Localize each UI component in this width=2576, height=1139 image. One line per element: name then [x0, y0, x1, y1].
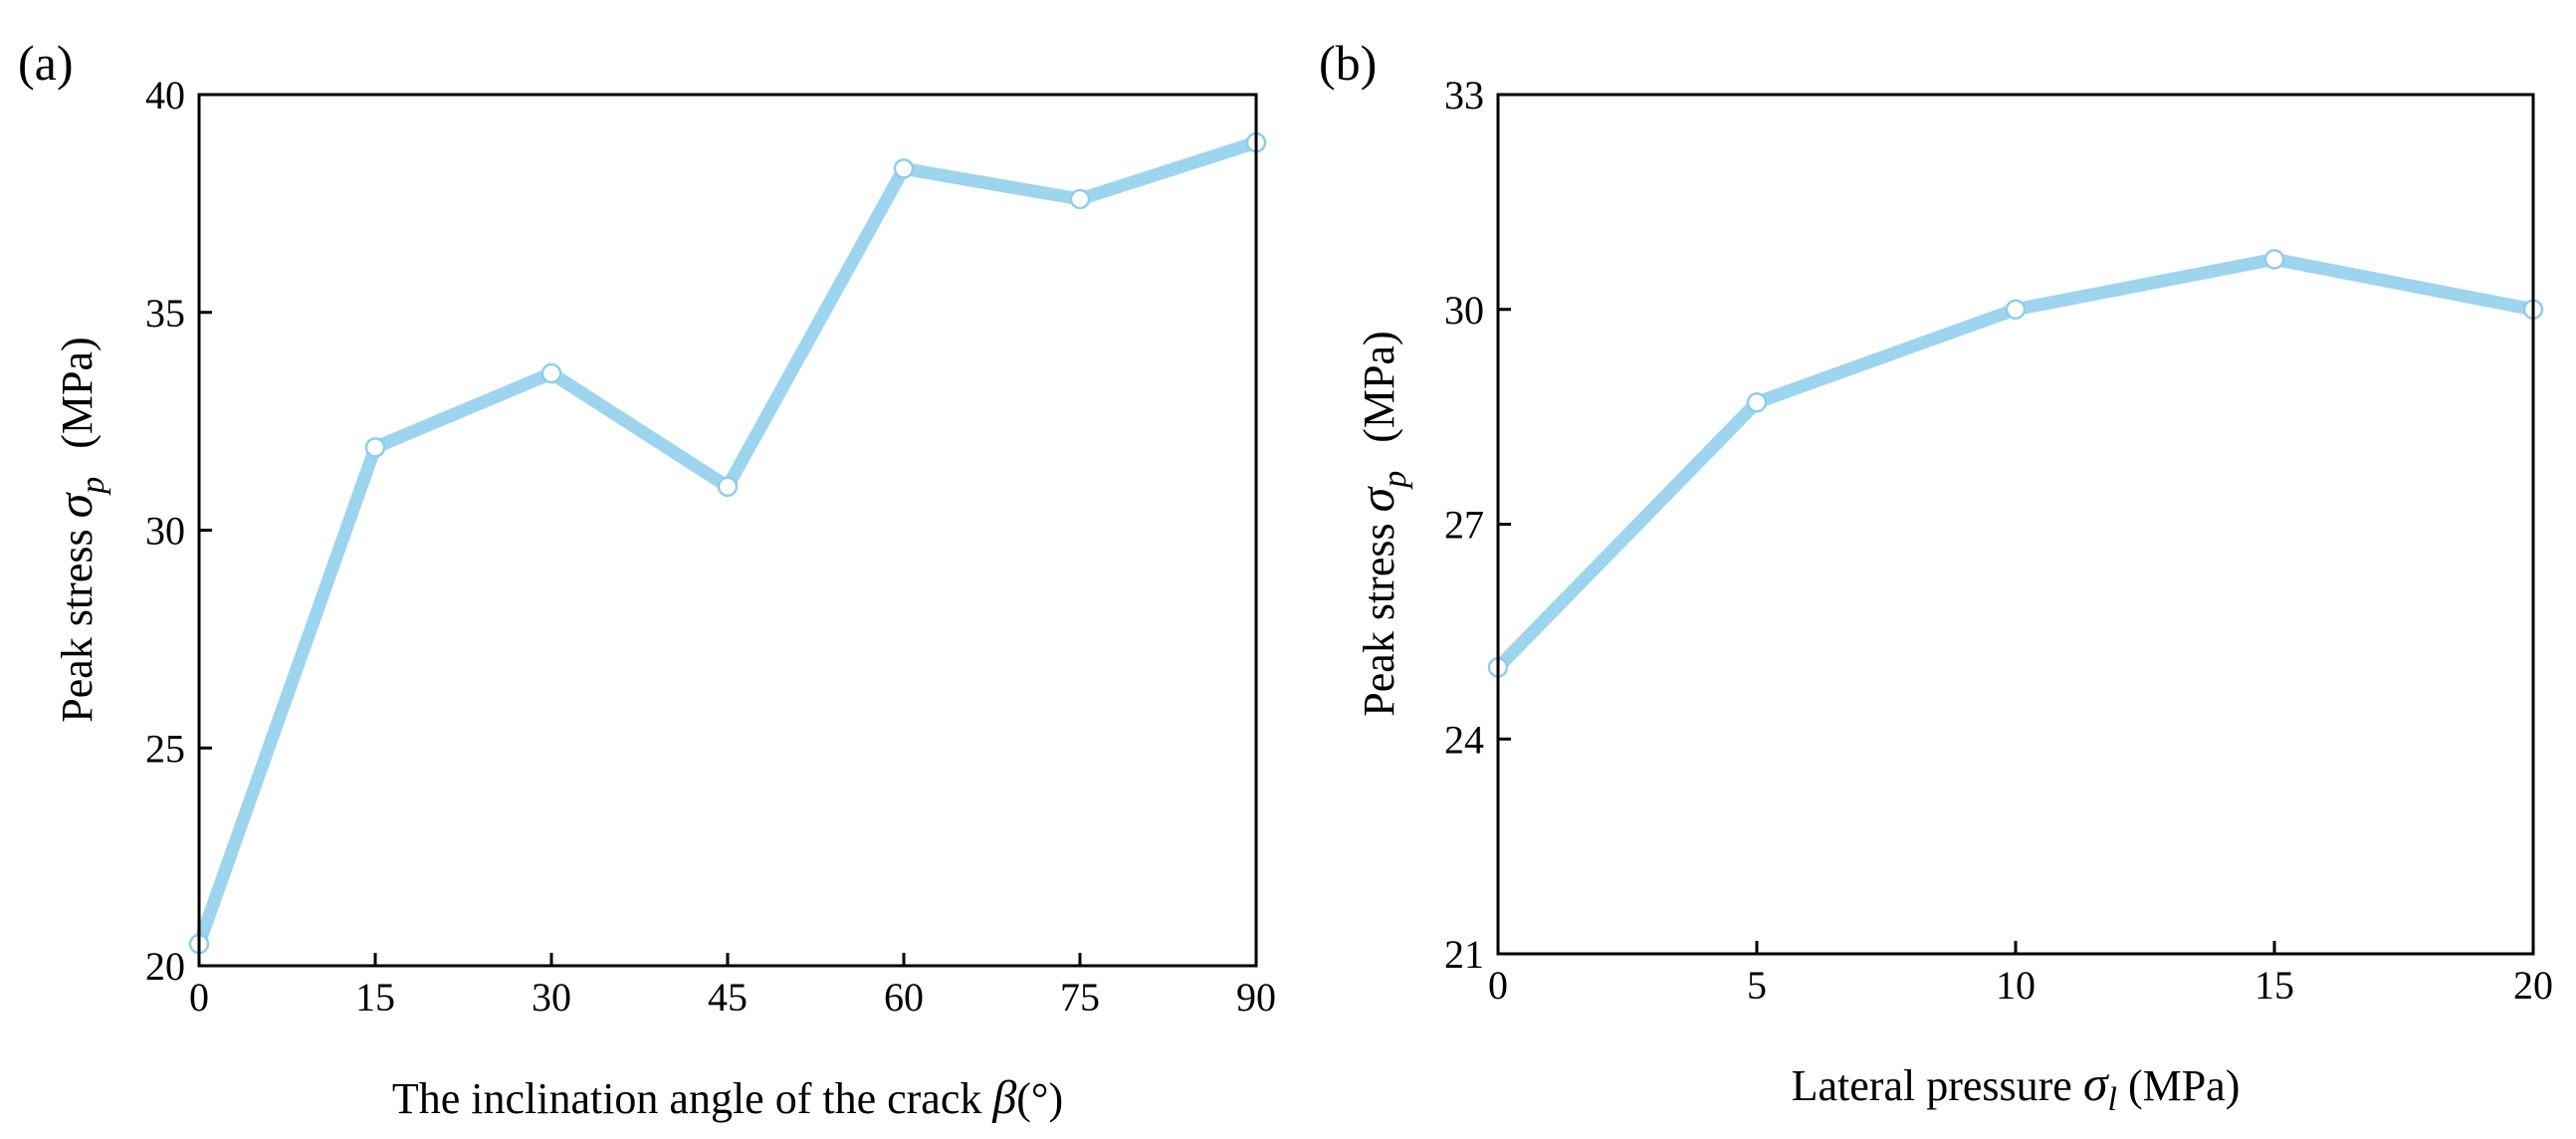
y-axis-subscript-a: p: [75, 477, 111, 496]
y-tick-label-b-4: 33: [1444, 73, 1484, 117]
series-b: [1487, 249, 2544, 678]
x-axis-unit-b: (MPa): [2117, 1061, 2240, 1110]
y-axis-subscript-b: p: [1377, 471, 1413, 490]
x-axis-unit-a: (°): [1016, 1074, 1063, 1123]
y-tick-label-b-3: 30: [1444, 288, 1484, 333]
x-tick-label-a-0: 0: [189, 975, 209, 1020]
data-point-a-3: [717, 476, 739, 497]
data-point-a-2: [540, 362, 562, 384]
y-axis-label-text-b: Peak stress: [1355, 512, 1403, 716]
x-tick-label-a-4: 60: [884, 975, 924, 1020]
panel-label-b: (b): [1319, 35, 1377, 91]
tick-labels-b: 0 5 10 15 20 21 24 27 30 33: [1444, 73, 2553, 1008]
x-axis-subscript-b: l: [2107, 1081, 2116, 1118]
y-tick-label-a-1: 25: [145, 726, 185, 771]
x-tick-label-b-1: 5: [1747, 963, 1767, 1008]
data-point-a-4: [893, 158, 915, 179]
x-axis-symbol-a: β: [991, 1071, 1016, 1124]
ticks-a: [197, 93, 1258, 968]
y-tick-label-b-1: 24: [1444, 717, 1484, 762]
data-point-a-5: [1069, 188, 1091, 210]
y-axis-label-text-a: Peak stress: [53, 518, 102, 722]
x-tick-label-a-1: 15: [355, 975, 395, 1020]
y-axis-symbol-b: σ: [1349, 485, 1404, 512]
data-point-b-1: [1746, 391, 1768, 413]
x-tick-label-b-3: 15: [2254, 963, 2294, 1008]
y-axis-unit-a: (MPa): [53, 337, 102, 448]
y-axis-label-b: Peak stress σp (MPa): [1349, 331, 1413, 716]
x-tick-label-a-5: 75: [1060, 975, 1100, 1020]
x-tick-label-b-0: 0: [1488, 963, 1508, 1008]
x-axis-label-b: Lateral pressure σl (MPa): [1792, 1055, 2241, 1118]
y-axis-unit-b: (MPa): [1355, 331, 1403, 442]
x-tick-label-a-6: 90: [1236, 975, 1276, 1020]
series-line-b-0: [1491, 252, 2540, 674]
y-axis-label-a: Peak stress σp (MPa): [47, 337, 111, 722]
x-tick-label-a-2: 30: [532, 975, 571, 1020]
plot-frame-a: [197, 93, 1258, 968]
chart-panel-b: (b) 0 5 10 15 20 21 24 27 30 33 Lateral pressure …: [1319, 35, 2553, 1118]
data-point-b-3: [2263, 249, 2285, 270]
y-axis-symbol-a: σ: [47, 491, 103, 518]
x-axis-symbol-b: σ: [2083, 1055, 2110, 1111]
x-tick-label-b-4: 20: [2513, 963, 2553, 1008]
data-point-b-2: [2005, 299, 2027, 320]
series-line-a-0: [192, 135, 1263, 951]
y-tick-label-b-0: 21: [1444, 932, 1484, 977]
x-tick-label-b-2: 10: [1996, 963, 2036, 1008]
x-axis-label-text-b: Lateral pressure: [1792, 1061, 2083, 1110]
tick-labels-a: 0 15 30 45 60 75 90 20 25 30 35 40: [145, 73, 1276, 1020]
x-axis-label-text-a: The inclination angle of the crack: [392, 1074, 993, 1123]
y-tick-label-a-4: 40: [145, 73, 185, 117]
chart-panel-a: (a) 0 15 30 45 60 75 90 20 25 30 35 40 The inclinat…: [18, 35, 1276, 1124]
y-tick-label-a-2: 30: [145, 509, 185, 554]
series-a: [188, 131, 1267, 955]
x-tick-label-a-3: 45: [708, 975, 748, 1020]
panel-label-a: (a): [18, 35, 74, 91]
x-axis-label-a: The inclination angle of the crack β(°): [392, 1071, 1063, 1124]
y-tick-label-b-2: 27: [1444, 503, 1484, 548]
plot-frame-b: [1496, 93, 2535, 956]
data-point-a-1: [364, 437, 386, 458]
ticks-b: [1496, 93, 2535, 956]
y-tick-label-a-3: 35: [145, 291, 185, 336]
y-tick-label-a-0: 20: [145, 944, 185, 989]
